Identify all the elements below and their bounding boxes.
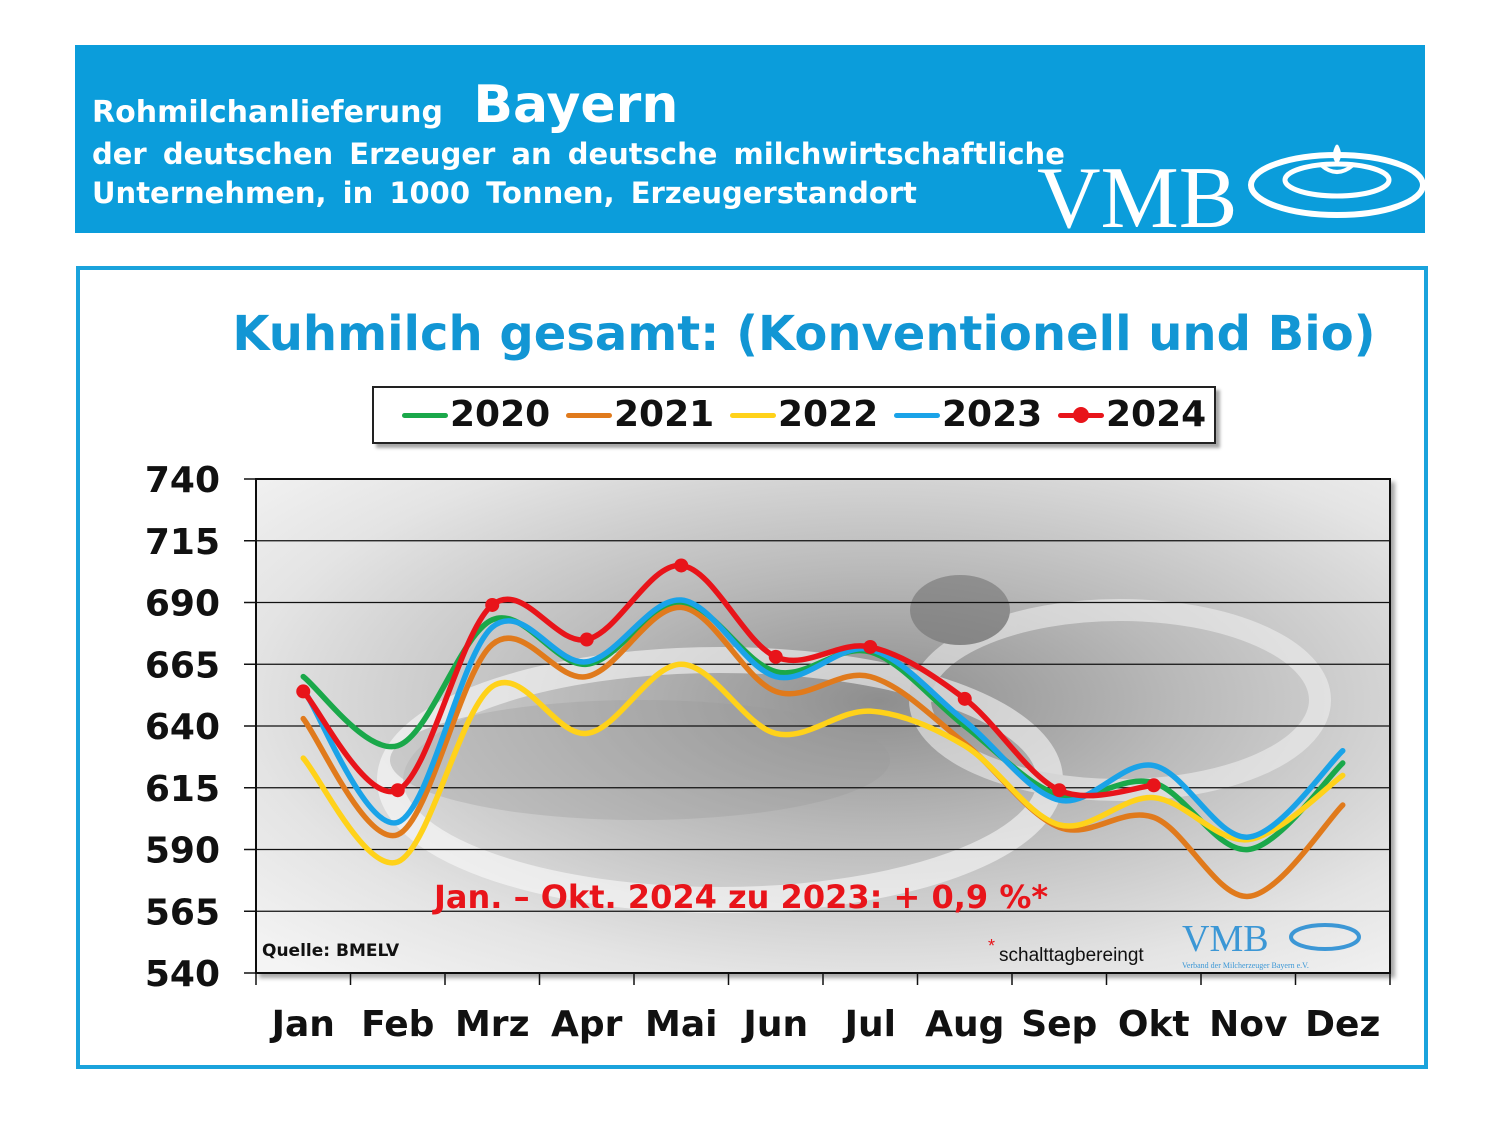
header-region: Bayern [473, 75, 679, 135]
x-tick-label-Aug: Aug [925, 1004, 1004, 1045]
x-tick-label-Sep: Sep [1021, 1004, 1097, 1045]
legend-label-2021: 2021 [614, 394, 715, 435]
series-line-2024 [300, 562, 1157, 799]
y-tick-label-565: 565 [145, 892, 220, 933]
y-axis-ticks: 740 715 690 665 640 615 590 565 540 [145, 460, 256, 995]
point-2024-Jan [296, 684, 311, 699]
point-2024-Mrz [485, 597, 500, 612]
x-tick-label-Jan: Jan [269, 1004, 335, 1045]
x-tick-label-Nov: Nov [1209, 1004, 1287, 1045]
point-2024-Sep [1052, 783, 1067, 798]
legend-swatch-2022 [730, 413, 776, 418]
vmb-logo-drop-icon [1248, 144, 1426, 218]
series-line-2022 [300, 661, 1346, 866]
x-tick-label-Apr: Apr [551, 1004, 623, 1045]
x-tick-label-Mrz: Mrz [455, 1004, 530, 1045]
series-markers [296, 558, 1161, 798]
point-2024-Jun [768, 649, 783, 664]
series-line-2021 [300, 604, 1346, 900]
legend-label-2023: 2023 [942, 394, 1043, 435]
chart-legend: 2020 2021 2022 2023 2024 [372, 386, 1216, 444]
watermark-logo: VMB Verband der Milcherzeuger Bayern e.V… [1182, 918, 1361, 970]
x-tick-label-Okt: Okt [1118, 1004, 1190, 1045]
y-tick-label-540: 540 [145, 954, 220, 995]
header-banner: Rohmilchanlieferung Bayern der deutschen… [75, 45, 1426, 233]
x-axis-ticks: Jan Feb Mrz Apr Mai Jun Jul Aug Sep Okt Nov Dez [255, 973, 1391, 1045]
y-tick-label-590: 590 [145, 831, 220, 872]
series-line-2023 [300, 597, 1346, 840]
legend-swatch-2020 [402, 413, 448, 418]
chart-annotation: Jan. – Okt. 2024 zu 2023: + 0,9 %* [432, 878, 1048, 916]
x-tick-label-Dez: Dez [1305, 1004, 1380, 1045]
legend-label-2022: 2022 [778, 394, 879, 435]
legend-label-2024: 2024 [1106, 394, 1207, 435]
y-tick-label-715: 715 [145, 522, 220, 563]
footnote-text: schalttagbereingt [999, 945, 1144, 966]
y-tick-label-740: 740 [145, 460, 220, 501]
legend-swatch-2023 [894, 413, 940, 418]
source-label: Quelle: BMELV [262, 941, 400, 961]
y-tick-label-665: 665 [145, 645, 220, 686]
point-2024-Okt [1146, 778, 1161, 793]
legend-label-2020: 2020 [450, 394, 551, 435]
point-2024-Jul [863, 639, 878, 654]
vmb-logo-text: VMB [1037, 150, 1238, 233]
chart-title: Kuhmilch gesamt: (Konventionell und Bio) [232, 306, 1376, 362]
x-tick-label-Mai: Mai [645, 1004, 717, 1045]
y-tick-label-640: 640 [145, 707, 220, 748]
legend-marker-2024 [1073, 407, 1089, 423]
watermark-logo-text: VMB [1182, 918, 1269, 960]
watermark-caption: Verband der Milcherzeuger Bayern e.V. [1182, 961, 1309, 970]
x-tick-label-Jul: Jul [842, 1004, 896, 1045]
series-lines [300, 562, 1346, 900]
footnote-mark: * [988, 936, 995, 956]
legend-swatch-2021 [566, 413, 612, 418]
point-2024-Feb [390, 783, 405, 798]
point-2024-Apr [579, 632, 594, 647]
header-line-1: Rohmilchanlieferung Bayern [92, 75, 678, 135]
y-tick-label-690: 690 [145, 584, 220, 625]
header-line-2: der deutschen Erzeuger an deutsche milch… [92, 137, 1065, 171]
x-tick-label-Jun: Jun [740, 1004, 808, 1045]
point-2024-Mai [674, 558, 689, 573]
header-prefix: Rohmilchanlieferung [92, 95, 443, 130]
y-tick-label-615: 615 [145, 769, 220, 810]
header-line-3: Unternehmen, in 1000 Tonnen, Erzeugersta… [92, 176, 917, 210]
x-tick-label-Feb: Feb [361, 1004, 434, 1045]
vmb-logo: VMB [1037, 144, 1426, 233]
point-2024-Aug [957, 691, 972, 706]
watermark-drop-icon [1289, 923, 1361, 951]
